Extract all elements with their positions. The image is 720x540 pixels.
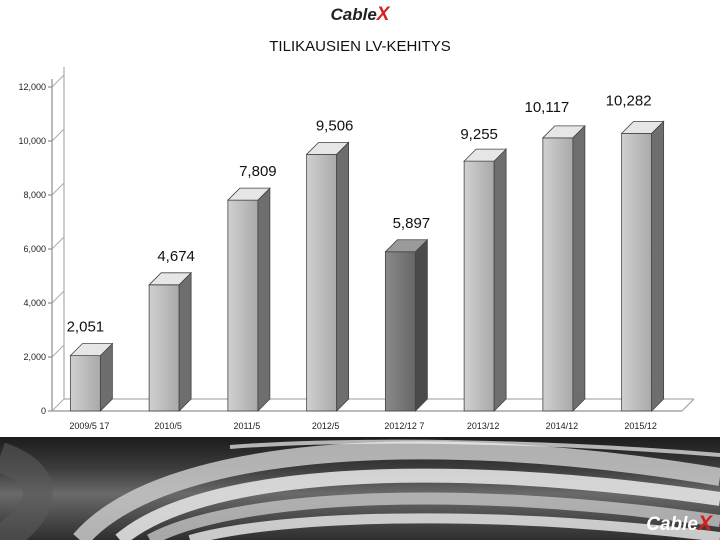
y-tick-diagonal [51, 182, 65, 196]
y-tick-label: 6,000 [23, 244, 46, 254]
y-tick-label: 12,000 [18, 82, 46, 92]
bar-top [463, 148, 508, 162]
bar-side [493, 148, 507, 412]
bar-front [384, 251, 416, 412]
brand-mark: X [376, 4, 390, 25]
y-tick-diagonal [51, 290, 65, 304]
y-tick-diagonal [51, 344, 65, 358]
brand-logo-top: CableX [0, 4, 720, 26]
x-tick-label: 2013/12 [467, 421, 500, 431]
bar [384, 238, 429, 412]
x-tick-label: 2012/12 7 [384, 421, 424, 431]
bar-front [463, 160, 495, 412]
bar-chart: 0 2,000 4,000 6,000 8,000 10,000 12,000 2009/5… [18, 67, 695, 431]
bar-top [148, 272, 193, 286]
x-tick-label: 2009/5 17 [69, 421, 109, 431]
x-tick-label: 2010/5 [154, 421, 182, 431]
y-tick-diagonal [51, 398, 65, 412]
y-tick-diagonal [51, 236, 65, 250]
bar-side [257, 187, 271, 412]
bar [620, 120, 665, 412]
bar [148, 271, 193, 412]
bar-top [541, 125, 586, 139]
bar [69, 342, 114, 412]
bar-top [620, 120, 665, 134]
y-tick-label: 0 [41, 406, 46, 416]
y-tick-diagonal [51, 74, 65, 88]
bar-front [227, 199, 259, 412]
bar-top [226, 187, 271, 201]
bar-side [414, 238, 428, 412]
data-label: 5,897 [393, 215, 431, 232]
brand-logo-bottom: CableX [646, 512, 712, 536]
brand-name-bottom: Cable [646, 514, 698, 535]
cable-photo-banner: CableX [0, 437, 720, 540]
data-label: 10,282 [606, 92, 652, 109]
bar-front [542, 137, 574, 412]
data-label: 2,051 [67, 319, 105, 336]
data-label: 9,506 [316, 117, 354, 134]
data-label: 10,117 [524, 99, 569, 116]
bar-side [336, 141, 350, 412]
y-tick-label: 2,000 [23, 352, 46, 362]
bar-side [651, 120, 665, 412]
bar [463, 148, 508, 412]
y-tick-label: 8,000 [23, 190, 46, 200]
bar-front [621, 132, 653, 412]
y-tick-label: 4,000 [23, 298, 46, 308]
bar-top [69, 343, 114, 357]
bar-front [306, 153, 338, 412]
floor-edge-line [681, 398, 695, 412]
data-label: 4,674 [157, 248, 195, 265]
bar-front [148, 284, 180, 412]
bar [305, 141, 350, 412]
y-tick-diagonal [51, 128, 65, 142]
bar [226, 187, 271, 412]
brand-mark-bottom: X [697, 512, 712, 535]
x-tick-label: 2012/5 [312, 421, 340, 431]
chart-title: TILIKAUSIEN LV-KEHITYS [269, 38, 451, 55]
data-label: 9,255 [460, 126, 498, 143]
bar [541, 124, 586, 412]
cable-photo-illustration [0, 439, 720, 540]
data-label: 7,809 [239, 163, 277, 180]
x-tick-label: 2014/12 [546, 421, 579, 431]
bar-side [572, 124, 586, 412]
x-tick-label: 2015/12 [624, 421, 657, 431]
bar-top [384, 239, 429, 253]
x-tick-label: 2011/5 [233, 421, 260, 431]
bar-side [178, 271, 192, 412]
bar-top [305, 141, 350, 155]
brand-name: Cable [330, 5, 377, 24]
y-tick-label: 10,000 [18, 136, 46, 146]
bar-front [69, 355, 101, 412]
